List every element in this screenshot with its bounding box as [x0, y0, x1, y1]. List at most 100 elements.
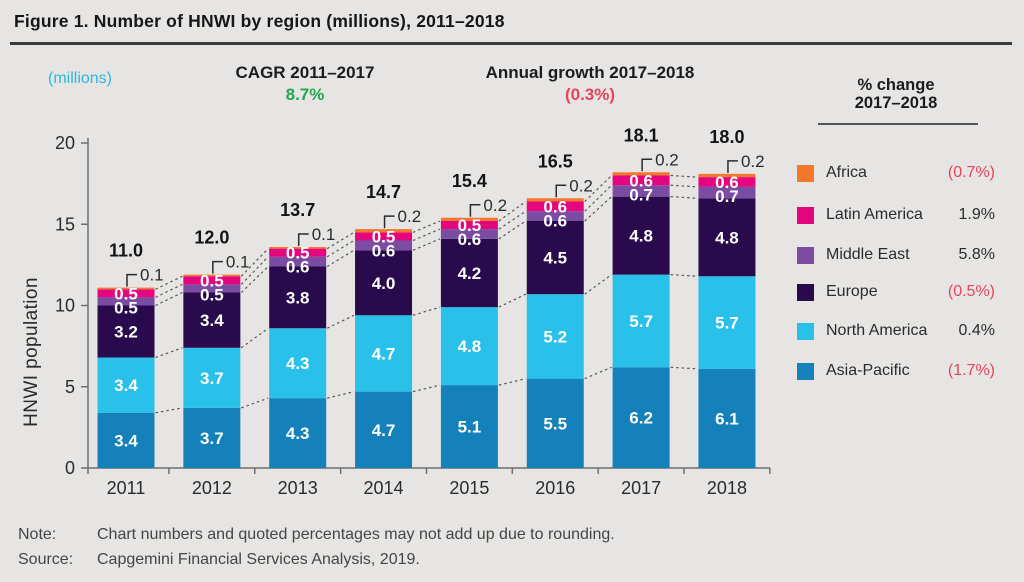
- bar-segment-asia-pacific-2017: [612, 367, 670, 468]
- africa-callout-line-2013: [297, 233, 309, 246]
- cagr-annotation: CAGR 2011–2017 8.7%: [195, 63, 415, 105]
- segment-value-north-america-2015: 4.8: [458, 337, 482, 356]
- segment-value-europe-2014: 4.0: [372, 274, 396, 293]
- segment-value-middle-east-2015: 0.6: [458, 230, 482, 249]
- y-tick-label-0: 0: [65, 458, 75, 478]
- x-tick-label-2013: 2013: [278, 478, 318, 498]
- bar-total-2017: 18.1: [624, 125, 659, 145]
- bar-segment-europe-2015: [440, 238, 498, 308]
- bar-segment-north-america-2017: [612, 274, 670, 368]
- segment-value-north-america-2011: 3.4: [114, 376, 138, 395]
- africa-callout-line-2016: [555, 184, 567, 198]
- segment-value-asia-pacific-2013: 4.3: [286, 424, 310, 443]
- legend-title-line2: 2017–2018: [854, 94, 938, 112]
- africa-callout-line-2018: [727, 160, 738, 173]
- africa-callout-value-2012: 0.1: [226, 253, 250, 272]
- segment-value-asia-pacific-2016: 5.5: [543, 414, 567, 433]
- segment-value-north-america-2012: 3.7: [200, 369, 224, 388]
- segment-connector: [155, 283, 183, 298]
- x-tick-label-2012: 2012: [192, 478, 232, 498]
- legend-title-line1: % change: [857, 76, 935, 94]
- y-tick-label-10: 10: [55, 296, 75, 316]
- segment-value-latin-america-2017: 0.6: [629, 171, 653, 190]
- legend-change-value: 1.9%: [958, 206, 995, 223]
- segment-connector: [326, 249, 355, 268]
- segment-value-latin-america-2013: 0.5: [286, 244, 310, 263]
- bar-segment-middle-east-2012: [183, 284, 241, 293]
- segment-value-middle-east-2018: 0.7: [715, 187, 739, 206]
- segment-connector: [240, 266, 269, 293]
- bar-segment-africa-2014: [355, 229, 413, 233]
- legend-label: Latin America: [826, 206, 923, 223]
- segment-value-middle-east-2011: 0.5: [114, 298, 138, 317]
- legend-change-value: 0.4%: [958, 322, 995, 339]
- bar-segment-asia-pacific-2016: [526, 378, 584, 468]
- legend-item-africa: Africa (0.7%): [797, 162, 995, 184]
- africa-callout-line-2011: [126, 273, 137, 287]
- source-label: Source:: [18, 551, 74, 568]
- bar-segment-africa-2013: [269, 247, 327, 249]
- africa-callout-value-2017: 0.2: [655, 150, 679, 169]
- bar-segment-north-america-2016: [526, 294, 584, 379]
- bar-segment-north-america-2013: [269, 328, 327, 399]
- legend-item-latin-america: Latin America 1.9%: [797, 204, 995, 226]
- segment-value-north-america-2018: 5.7: [715, 314, 739, 333]
- bar-segment-asia-pacific-2014: [355, 391, 413, 468]
- x-tick-label-2011: 2011: [107, 478, 146, 498]
- bar-segment-middle-east-2015: [440, 229, 498, 239]
- bar-segment-latin-america-2015: [440, 221, 498, 230]
- africa-callout-value-2011: 0.1: [140, 266, 164, 285]
- africa-swatch-icon: [797, 164, 814, 182]
- segment-value-north-america-2013: 4.3: [286, 354, 310, 373]
- y-axis-title: HNWI population: [21, 277, 42, 427]
- latin-america-swatch-icon: [797, 206, 814, 224]
- bar-total-2018: 18.0: [709, 127, 744, 147]
- source-text: Capgemini Financial Services Analysis, 2…: [97, 551, 420, 568]
- note-text: Chart numbers and quoted percentages may…: [97, 526, 615, 543]
- bar-segment-europe-2014: [355, 250, 413, 316]
- europe-swatch-icon: [797, 283, 814, 301]
- legend-label: Africa: [826, 164, 867, 181]
- legend-item-europe: Europe (0.5%): [797, 281, 995, 303]
- segment-value-latin-america-2014: 0.5: [372, 227, 396, 246]
- bar-segment-asia-pacific-2015: [440, 385, 498, 468]
- segment-connector: [584, 366, 612, 380]
- africa-callout-value-2013: 0.1: [312, 225, 336, 244]
- bar-segment-north-america-2012: [183, 347, 241, 408]
- bar-total-2016: 16.5: [538, 151, 573, 171]
- legend-divider: [818, 123, 978, 125]
- segment-value-asia-pacific-2011: 3.4: [114, 431, 138, 450]
- note-label: Note:: [18, 526, 57, 543]
- bar-segment-middle-east-2011: [97, 297, 155, 306]
- segment-value-europe-2018: 4.8: [715, 228, 739, 247]
- segment-connector: [155, 407, 183, 414]
- bar-segment-middle-east-2014: [355, 240, 413, 251]
- segment-value-europe-2017: 4.8: [629, 227, 653, 246]
- bar-segment-europe-2018: [698, 198, 756, 277]
- africa-callout-line-2015: [469, 204, 481, 217]
- bar-segment-europe-2011: [97, 305, 155, 358]
- africa-callout-value-2015: 0.2: [483, 196, 507, 215]
- x-tick-label-2015: 2015: [449, 478, 489, 498]
- segment-value-europe-2013: 3.8: [286, 288, 310, 307]
- north-america-swatch-icon: [797, 322, 814, 340]
- segment-connector: [326, 314, 355, 329]
- segment-connector: [155, 347, 183, 359]
- bar-segment-north-america-2015: [440, 307, 498, 386]
- segment-value-latin-america-2011: 0.5: [114, 284, 138, 303]
- segment-value-north-america-2014: 4.7: [372, 344, 396, 363]
- bar-segment-middle-east-2017: [612, 185, 670, 197]
- bar-segment-europe-2017: [612, 196, 670, 275]
- middle-east-swatch-icon: [797, 246, 814, 264]
- segment-value-latin-america-2015: 0.5: [458, 216, 482, 235]
- bar-segment-latin-america-2013: [269, 248, 327, 257]
- legend-label: Middle East: [826, 246, 910, 263]
- segment-connector: [584, 196, 613, 222]
- legend-change-value: 5.8%: [958, 246, 995, 263]
- bar-segment-asia-pacific-2018: [698, 368, 756, 468]
- title-divider: [10, 42, 1012, 45]
- bar-segment-north-america-2014: [355, 315, 413, 392]
- source-row: Source: Capgemini Financial Services Anal…: [18, 551, 420, 569]
- y-tick-label-5: 5: [65, 377, 75, 397]
